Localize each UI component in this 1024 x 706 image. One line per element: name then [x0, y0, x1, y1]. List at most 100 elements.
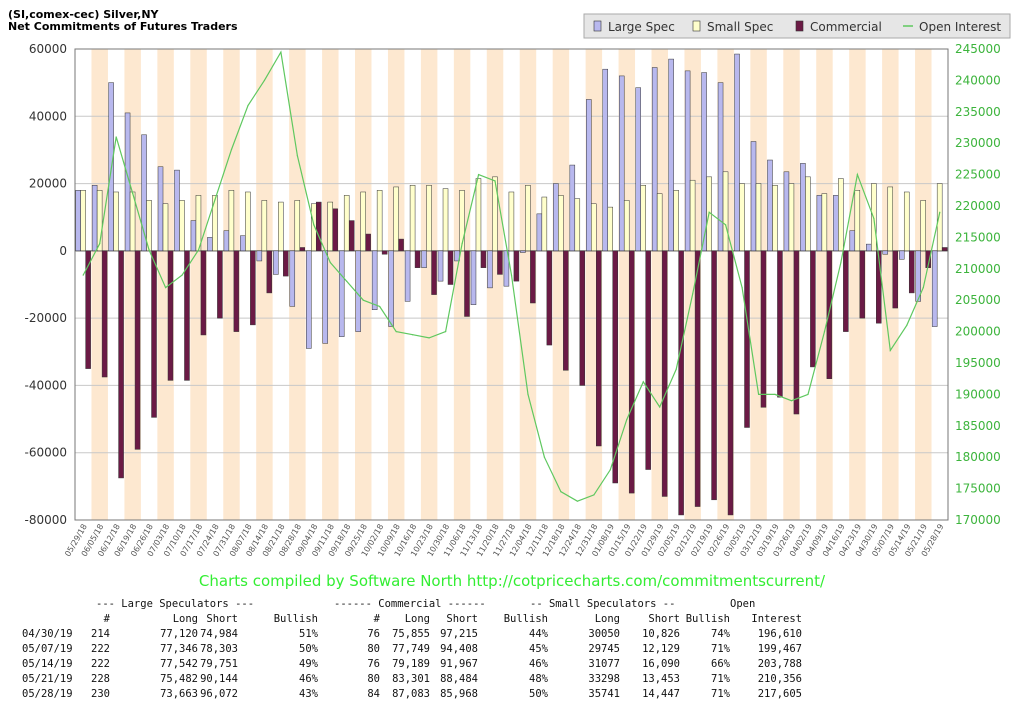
bar-commercial — [85, 250, 91, 369]
table-cell: 230 — [91, 688, 110, 700]
bar-small-spec — [360, 191, 366, 252]
y2-tick-label: 230000 — [955, 136, 1001, 150]
legend-label: Small Spec — [707, 20, 773, 34]
open-interest-point — [313, 224, 315, 226]
bar-large-spec — [124, 112, 131, 252]
bar-small-spec — [376, 190, 383, 252]
bar-commercial — [233, 250, 240, 332]
bar-commercial — [217, 250, 223, 319]
table-row: 05/07/19 222 77,346 78,303 50% 80 77,749 94,408… — [22, 643, 802, 658]
bar-large-spec — [849, 230, 856, 252]
bar-small-spec — [936, 183, 943, 252]
bar-commercial — [200, 250, 207, 336]
bar-small-spec — [838, 178, 844, 252]
bar-small-spec — [80, 190, 86, 252]
bar-small-spec — [607, 206, 613, 252]
bar-commercial — [151, 250, 157, 418]
table-column-header: # Long Short Bullish # Long Short Bullish Long Sh… — [22, 613, 802, 628]
open-interest-point — [906, 324, 908, 326]
open-interest-line — [82, 50, 941, 502]
table-cell: 210,356 — [757, 673, 802, 685]
table-cell: 05/14/19 — [22, 658, 73, 670]
bar-small-spec — [113, 191, 119, 252]
bar-commercial — [760, 250, 767, 408]
legend-label: Commercial — [810, 20, 882, 34]
bar-small-spec — [887, 186, 894, 252]
bar-commercial — [513, 250, 520, 282]
open-interest-point — [527, 393, 529, 395]
table-cell: 203,788 — [757, 658, 802, 670]
bar-commercial — [299, 247, 306, 252]
table-cell: 85,968 — [440, 688, 478, 700]
y-tick-label: -80000 — [24, 513, 67, 527]
y2-tick-label: 225000 — [955, 168, 1001, 182]
bar-large-spec — [207, 237, 213, 252]
summary-table: --- Large Speculators --- ------ Commerc… — [22, 598, 802, 703]
bar-small-spec — [541, 196, 548, 252]
table-cell: 199,467 — [757, 643, 802, 655]
bar-commercial — [365, 233, 371, 252]
band — [91, 49, 108, 520]
table-cell: 76 — [367, 628, 380, 640]
legend: Large Spec Small Spec Commercial Open Inter… — [583, 13, 1011, 39]
bar-commercial — [645, 250, 651, 470]
bar-commercial — [876, 250, 882, 324]
bar-commercial — [596, 250, 602, 447]
table-cell: 196,610 — [757, 628, 802, 640]
bar-large-spec — [866, 243, 872, 252]
bar-small-spec — [195, 195, 202, 252]
bar-large-spec — [289, 250, 296, 307]
bar-commercial — [661, 250, 668, 497]
bar-commercial — [530, 250, 536, 304]
bar-commercial — [101, 250, 108, 378]
band — [486, 49, 504, 520]
table-cell: 50% — [529, 688, 548, 700]
open-interest-point — [247, 104, 249, 107]
open-interest-point — [99, 243, 101, 245]
y2-tick-label: 175000 — [955, 482, 1001, 496]
bar-commercial — [612, 250, 618, 484]
bar-large-spec — [404, 250, 411, 302]
table-cell: 31077 — [588, 658, 620, 670]
bar-small-spec — [805, 176, 811, 252]
table-cell: 49% — [299, 658, 318, 670]
bar-small-spec — [640, 185, 646, 252]
open-interest-point — [148, 249, 150, 251]
alternating-bands — [91, 49, 932, 520]
table-cell: 46% — [299, 673, 318, 685]
table-cell: 79,189 — [392, 658, 430, 670]
band — [256, 49, 273, 520]
bar-commercial — [826, 250, 833, 379]
y2-tick-label: 210000 — [955, 262, 1001, 276]
open-interest-point — [132, 192, 134, 195]
bar-large-spec — [750, 141, 757, 252]
table-row: 05/14/19 222 77,542 79,751 49% 76 79,189 91,967… — [22, 658, 802, 673]
column-header: Bullish — [273, 613, 318, 625]
table-cell: 04/30/19 — [22, 628, 73, 640]
bar-small-spec — [854, 190, 861, 252]
bar-small-spec — [343, 195, 350, 252]
bar-commercial — [332, 208, 338, 252]
column-header: Short — [446, 613, 478, 625]
open-interest-point — [889, 349, 891, 352]
open-interest-point — [477, 174, 480, 176]
y-tick-label: 60000 — [29, 42, 67, 56]
column-header: Bullish — [503, 613, 548, 625]
bar-small-spec — [788, 183, 795, 252]
bar-commercial — [579, 250, 586, 386]
bar-large-spec — [240, 235, 246, 252]
bar-commercial — [694, 250, 701, 507]
bar-large-spec — [816, 195, 823, 252]
column-header: Short — [648, 613, 680, 625]
bar-commercial — [727, 250, 734, 516]
band — [453, 49, 471, 520]
bar-small-spec — [574, 198, 581, 252]
open-interest-point — [346, 280, 348, 282]
open-interest-point — [741, 287, 743, 289]
table-cell: 13,453 — [642, 673, 680, 685]
bar-small-spec — [179, 200, 185, 252]
open-interest-point — [428, 337, 430, 339]
band — [355, 49, 372, 520]
column-header: # — [373, 613, 380, 625]
table-cell: 10,826 — [642, 628, 680, 640]
